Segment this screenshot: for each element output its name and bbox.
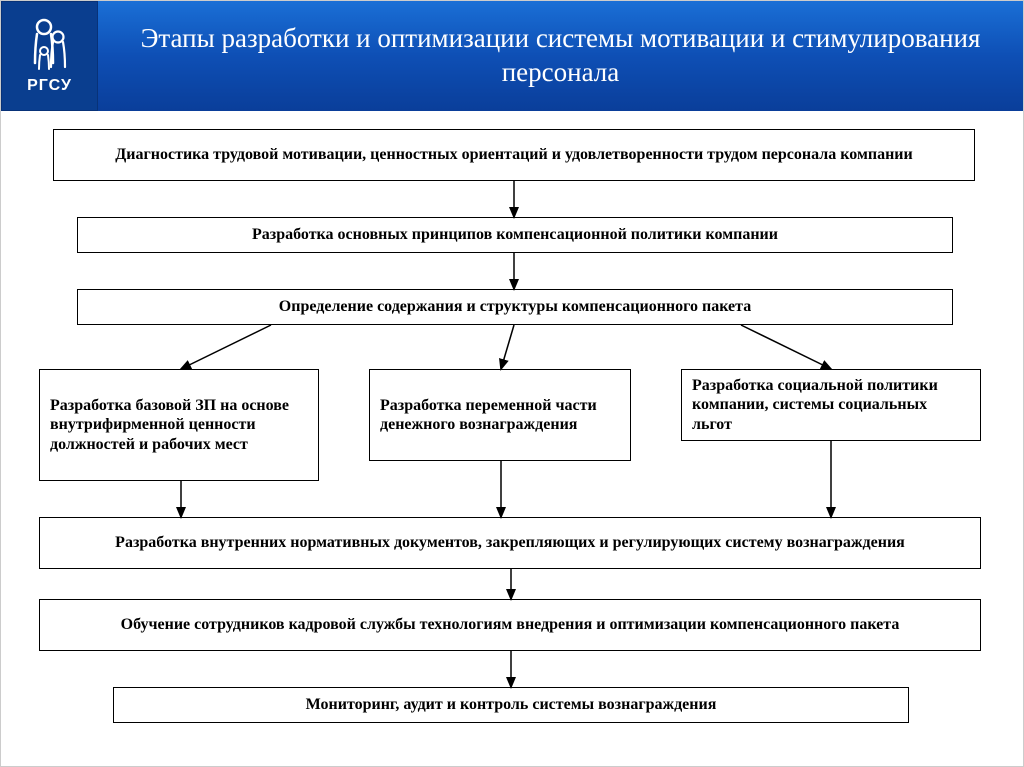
flowchart-edge: [741, 325, 831, 369]
flowchart-node-text: Разработка базовой ЗП на основе внутрифи…: [50, 396, 308, 454]
flowchart-node: Разработка социальной политики компании,…: [681, 369, 981, 441]
flowchart-node-text: Разработка внутренних нормативных докуме…: [50, 533, 970, 552]
flowchart-node: Определение содержания и структуры компе…: [77, 289, 953, 325]
flowchart-node: Обучение сотрудников кадровой службы тех…: [39, 599, 981, 651]
flowchart-node-text: Диагностика трудовой мотивации, ценностн…: [64, 145, 964, 164]
flowchart-node: Мониторинг, аудит и контроль системы воз…: [113, 687, 909, 723]
slide: РГСУ Этапы разработки и оптимизации сист…: [0, 0, 1024, 767]
flowchart-edge: [501, 325, 514, 369]
flowchart: Диагностика трудовой мотивации, ценностн…: [21, 129, 1005, 749]
title-bar: Этапы разработки и оптимизации системы м…: [98, 1, 1023, 111]
flowchart-node: Разработка переменной части денежного во…: [369, 369, 631, 461]
flowchart-edge: [181, 325, 271, 369]
flowchart-node-text: Мониторинг, аудит и контроль системы воз…: [124, 695, 898, 714]
flowchart-node-text: Обучение сотрудников кадровой службы тех…: [50, 615, 970, 634]
flowchart-node: Диагностика трудовой мотивации, ценностн…: [53, 129, 975, 181]
flowchart-node: Разработка основных принципов компенсаци…: [77, 217, 953, 253]
flowchart-node-text: Разработка социальной политики компании,…: [692, 376, 970, 434]
people-icon: [26, 17, 74, 73]
header: РГСУ Этапы разработки и оптимизации сист…: [1, 1, 1023, 111]
flowchart-node-text: Разработка основных принципов компенсаци…: [88, 225, 942, 244]
logo-box: РГСУ: [1, 1, 98, 111]
flowchart-node-text: Разработка переменной части денежного во…: [380, 396, 620, 434]
flowchart-node: Разработка базовой ЗП на основе внутрифи…: [39, 369, 319, 481]
logo-text: РГСУ: [27, 77, 72, 95]
flowchart-node: Разработка внутренних нормативных докуме…: [39, 517, 981, 569]
flowchart-node-text: Определение содержания и структуры компе…: [88, 297, 942, 316]
slide-title: Этапы разработки и оптимизации системы м…: [118, 22, 1003, 90]
